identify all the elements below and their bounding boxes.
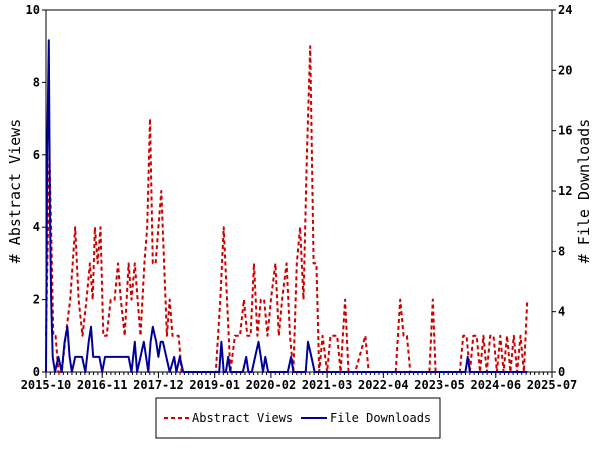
x-tick-label: 2019-01 (189, 378, 240, 392)
x-tick-label: 2025-07 (527, 378, 578, 392)
x-tick-label: 2020-02 (246, 378, 297, 392)
plot-frame (45, 9, 553, 373)
y-right-axis-title: # File Downloads (575, 119, 593, 264)
x-tick-label: 2022-04 (358, 378, 409, 392)
y-left-tick-label: 8 (33, 75, 40, 89)
x-tick-label: 2024-06 (470, 378, 521, 392)
legend-box (155, 397, 441, 439)
y-right-tick-label: 8 (558, 244, 565, 258)
y-left-tick-label: 4 (33, 220, 40, 234)
x-tick-label: 2017-12 (133, 378, 184, 392)
x-tick-label: 2023-05 (414, 378, 465, 392)
y-right-axis: 0 4 8 12 16 20 24 (552, 3, 572, 379)
y-right-tick-label: 12 (558, 184, 572, 198)
x-axis: 2015-10 2016-11 2017-12 2019-01 2020-02 2021-… (21, 372, 578, 392)
legend: Abstract Views File Downloads (155, 397, 441, 439)
y-right-tick-label: 24 (558, 3, 572, 17)
x-tick-label: 2021-03 (302, 378, 353, 392)
legend-label-abstract-views: Abstract Views (192, 411, 293, 425)
x-tick-label: 2016-11 (77, 378, 128, 392)
series-layer (45, 39, 529, 373)
y-left-axis-title: # Abstract Views (6, 119, 24, 264)
y-right-tick-label: 0 (558, 365, 565, 379)
y-left-axis: 0 2 4 6 8 10 (26, 3, 46, 379)
y-right-tick-label: 4 (558, 305, 565, 319)
y-right-tick-label: 16 (558, 124, 572, 138)
y-right-tick-label: 20 (558, 63, 572, 77)
y-left-tick-label: 0 (33, 365, 40, 379)
series-line-file-downloads (45, 39, 528, 373)
y-left-tick-label: 6 (33, 148, 40, 162)
x-tick-label: 2015-10 (21, 378, 72, 392)
y-left-tick-label: 2 (33, 293, 40, 307)
legend-label-file-downloads: File Downloads (330, 411, 431, 425)
y-left-tick-label: 10 (26, 3, 40, 17)
